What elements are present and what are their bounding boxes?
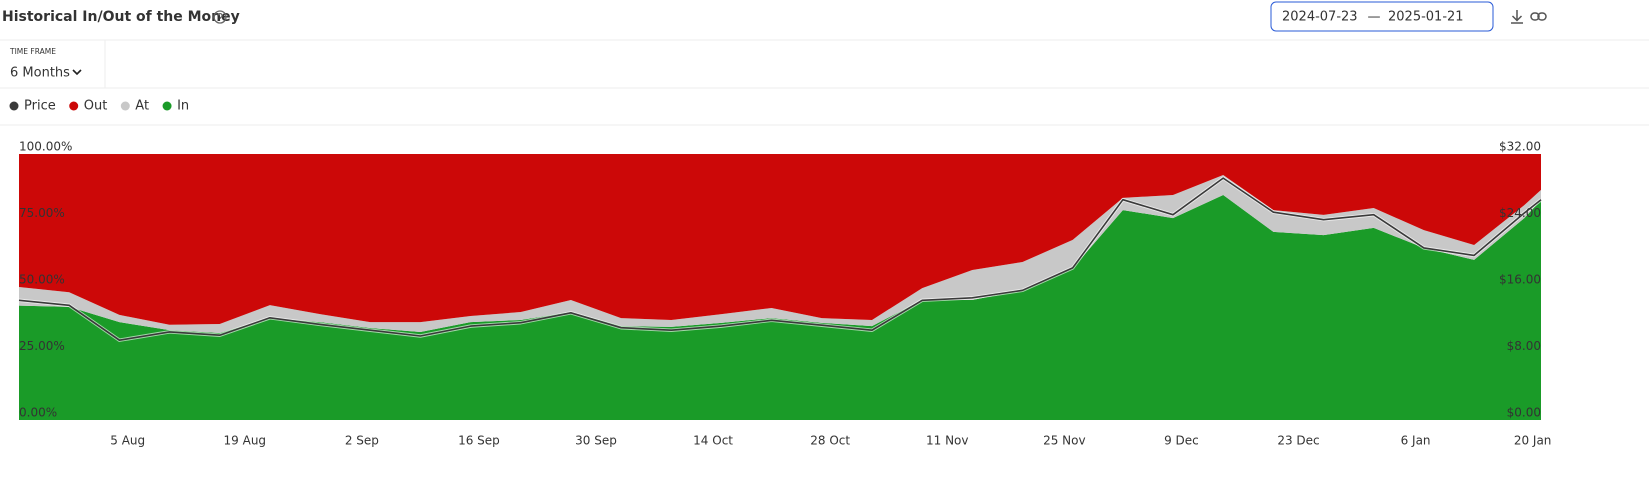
x-tick-label: 9 Dec	[1164, 434, 1199, 448]
legend-marker	[9, 101, 19, 111]
x-tick-label: 25 Nov	[1043, 434, 1086, 448]
widget-title: Historical In/Out of the Money	[2, 9, 240, 25]
x-tick-label: 14 Oct	[693, 434, 733, 448]
legend: Price Out At In	[9, 99, 189, 114]
x-tick-label: 11 Nov	[926, 434, 969, 448]
x-tick-label: 2 Sep	[345, 434, 379, 448]
y-tick-label: 50.00%	[19, 273, 65, 287]
legend-label: Out	[84, 99, 108, 114]
y-tick-label: 100.00%	[19, 140, 72, 154]
download-icon[interactable]	[1511, 10, 1523, 24]
y-tick-label: 75.00%	[19, 206, 65, 220]
x-tick-label: 28 Oct	[810, 434, 850, 448]
x-tick-label: 16 Sep	[458, 434, 500, 448]
legend-marker	[69, 101, 79, 111]
date-picker[interactable]	[1270, 1, 1494, 32]
y2-tick-label: $0.00	[1507, 406, 1541, 420]
legend-label: At	[135, 99, 149, 114]
timeframe-value[interactable]: 6 Months	[10, 66, 70, 81]
date-from: 2024-07-23	[1282, 10, 1358, 25]
legend-label: Price	[24, 99, 56, 114]
chevron	[72, 69, 82, 76]
x-tick-label: 23 Dec	[1277, 434, 1319, 448]
y2-tick-label: $32.00	[1499, 140, 1541, 154]
y-tick-label: 25.00%	[19, 339, 65, 353]
x-tick-label: 19 Aug	[224, 434, 267, 448]
legend-label: In	[177, 99, 189, 114]
price-line	[18, 177, 1542, 341]
area-out	[19, 154, 1541, 325]
legend-marker	[120, 101, 130, 111]
legend-marker	[162, 101, 172, 111]
y2-tick-label: $16.00	[1499, 273, 1541, 287]
help-icon[interactable]	[213, 10, 227, 24]
y2-tick-label: $8.00	[1507, 339, 1541, 353]
area-in	[19, 195, 1541, 420]
x-tick-label: 20 Jan	[1514, 434, 1552, 448]
x-tick-label: 30 Sep	[575, 434, 617, 448]
x-tick-label: 5 Aug	[110, 434, 145, 448]
plot: 0.00% 25.00% 50.00% 75.00% 100.00% $0.00 $8.00…	[18, 140, 1552, 448]
timeframe-label: TIME FRAME	[9, 47, 56, 56]
date-separator: —	[1368, 10, 1381, 25]
x-tick-label: 6 Jan	[1401, 434, 1431, 448]
y2-tick-label: $24.00	[1499, 206, 1541, 220]
y-tick-label: 0.00%	[19, 406, 57, 420]
area-at	[19, 175, 1541, 333]
date-to: 2025-01-21	[1388, 10, 1464, 25]
link-icon[interactable]	[1530, 12, 1547, 21]
